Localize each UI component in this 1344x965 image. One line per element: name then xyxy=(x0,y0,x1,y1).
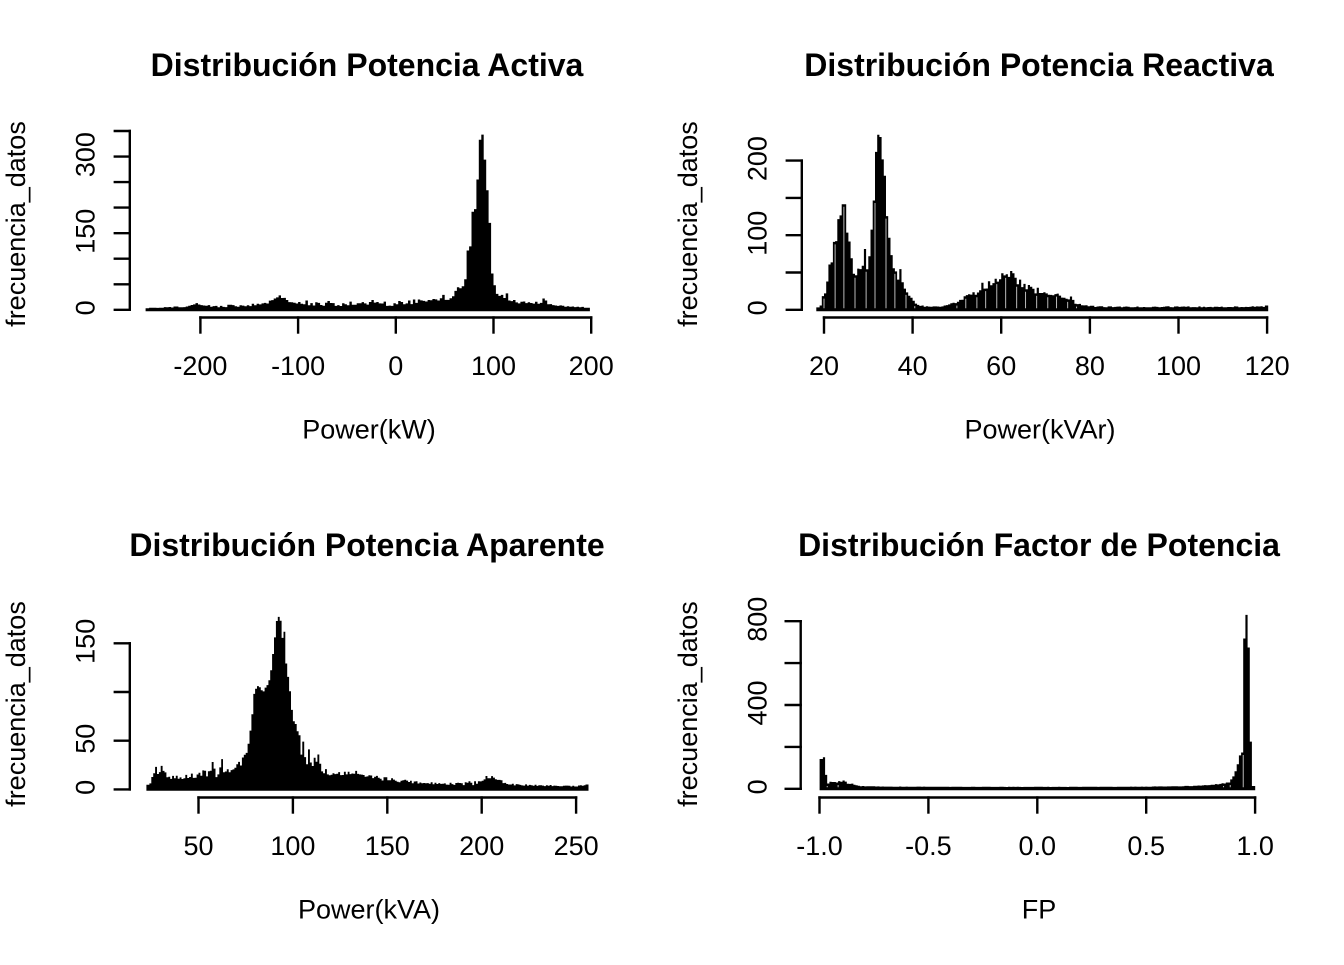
svg-text:1.0: 1.0 xyxy=(1236,831,1274,861)
svg-text:50: 50 xyxy=(183,831,213,861)
svg-text:200: 200 xyxy=(743,136,773,181)
svg-text:Distribución Potencia Reactiva: Distribución Potencia Reactiva xyxy=(804,47,1274,83)
svg-text:FP: FP xyxy=(1022,895,1057,925)
svg-text:80: 80 xyxy=(1075,351,1105,381)
svg-text:60: 60 xyxy=(986,351,1016,381)
svg-text:150: 150 xyxy=(71,209,101,254)
svg-text:Distribución Potencia Activa: Distribución Potencia Activa xyxy=(151,47,584,83)
svg-text:frecuencia_datos: frecuencia_datos xyxy=(1,121,31,327)
svg-text:-0.5: -0.5 xyxy=(905,831,952,861)
svg-text:150: 150 xyxy=(365,831,410,861)
svg-text:100: 100 xyxy=(1156,351,1201,381)
svg-text:0: 0 xyxy=(743,779,773,794)
svg-text:Power(kVAr): Power(kVAr) xyxy=(964,415,1115,445)
svg-text:-100: -100 xyxy=(271,351,325,381)
svg-text:Power(kW): Power(kW) xyxy=(302,415,436,445)
svg-text:20: 20 xyxy=(809,351,839,381)
svg-text:100: 100 xyxy=(270,831,315,861)
svg-text:200: 200 xyxy=(459,831,504,861)
svg-text:frecuencia_datos: frecuencia_datos xyxy=(1,601,31,807)
svg-text:frecuencia_datos: frecuencia_datos xyxy=(673,601,703,807)
svg-text:-200: -200 xyxy=(173,351,227,381)
svg-text:400: 400 xyxy=(743,680,773,725)
svg-text:120: 120 xyxy=(1245,351,1290,381)
svg-text:0.0: 0.0 xyxy=(1019,831,1057,861)
svg-text:800: 800 xyxy=(743,597,773,642)
svg-text:0: 0 xyxy=(388,351,403,381)
svg-text:250: 250 xyxy=(554,831,599,861)
svg-text:-1.0: -1.0 xyxy=(796,831,843,861)
svg-text:Distribución Factor de Potenci: Distribución Factor de Potencia xyxy=(798,527,1280,563)
svg-text:300: 300 xyxy=(71,132,101,177)
svg-text:100: 100 xyxy=(743,211,773,256)
svg-text:0: 0 xyxy=(743,300,773,315)
svg-text:frecuencia_datos: frecuencia_datos xyxy=(673,121,703,327)
svg-text:100: 100 xyxy=(471,351,516,381)
svg-text:Power(kVA): Power(kVA) xyxy=(298,895,440,925)
svg-text:40: 40 xyxy=(898,351,928,381)
svg-text:150: 150 xyxy=(71,619,101,664)
svg-text:0: 0 xyxy=(71,780,101,795)
svg-text:0: 0 xyxy=(71,300,101,315)
svg-text:0.5: 0.5 xyxy=(1127,831,1165,861)
svg-text:200: 200 xyxy=(569,351,614,381)
svg-text:50: 50 xyxy=(71,724,101,754)
svg-text:Distribución Potencia Aparente: Distribución Potencia Aparente xyxy=(129,527,604,563)
